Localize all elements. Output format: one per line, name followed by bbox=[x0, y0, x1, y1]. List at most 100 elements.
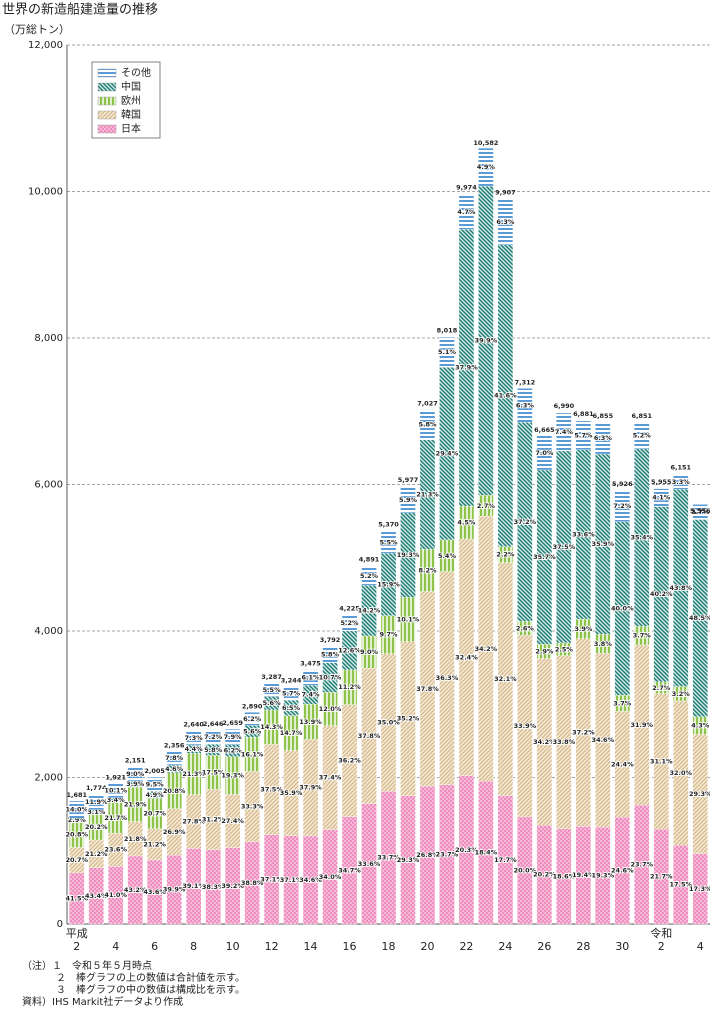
total-label: 2,640 bbox=[183, 721, 204, 729]
total-label: 6,665 bbox=[534, 426, 555, 434]
legend-label: 日本 bbox=[121, 122, 141, 135]
segment-label: 31.9% bbox=[631, 721, 654, 729]
total-label: 9,974 bbox=[456, 183, 477, 191]
segment-label: 38.8% bbox=[241, 879, 264, 887]
segment-label: 37.8% bbox=[358, 732, 381, 740]
total-label: 6,881 bbox=[573, 410, 594, 418]
x-tick-label: 16 bbox=[343, 940, 357, 953]
bar-segment bbox=[166, 751, 182, 766]
legend-label: 中国 bbox=[121, 80, 141, 93]
bar-segment bbox=[341, 614, 358, 632]
y-axis-label: （万総トン） bbox=[4, 22, 70, 36]
legend-swatch bbox=[97, 124, 117, 134]
segment-label: 3.9% bbox=[126, 780, 145, 788]
segment-label: 32.4% bbox=[455, 653, 478, 661]
segment-label: 43.6% bbox=[143, 888, 166, 896]
segment-label: 5.8% bbox=[204, 746, 223, 754]
segment-label: 7.4% bbox=[555, 428, 574, 436]
bar-segment bbox=[244, 712, 260, 726]
note: ２ 棒グラフの上の数値は合計値を示す。 bbox=[56, 971, 245, 984]
bar-segment bbox=[458, 194, 475, 230]
segment-label: 40.0% bbox=[611, 604, 634, 612]
segment-label: 7.3% bbox=[185, 734, 204, 742]
segment-label: 26.8% bbox=[416, 851, 439, 859]
segment-label: 6.3% bbox=[496, 218, 515, 226]
segment-label: 23.7% bbox=[631, 861, 654, 869]
segment-label: 12.6% bbox=[338, 646, 361, 654]
total-label: 1,681 bbox=[66, 791, 87, 799]
total-label: 2,646 bbox=[203, 720, 224, 728]
segment-label: 37.1% bbox=[260, 875, 283, 883]
total-label: 6,851 bbox=[632, 412, 653, 420]
segment-label: 10.7% bbox=[319, 673, 342, 681]
bar-segment bbox=[478, 147, 494, 187]
total-label: 7,027 bbox=[417, 399, 438, 407]
segment-label: 33.6% bbox=[572, 530, 595, 538]
segment-label: 20.7% bbox=[143, 810, 166, 818]
segment-label: 37.5% bbox=[260, 786, 283, 794]
legend-label: 韓国 bbox=[121, 109, 141, 121]
chart-title: 世界の新造船建造量の推移 bbox=[2, 2, 158, 18]
x-tick-label: 26 bbox=[537, 940, 551, 953]
segment-label: 2.2% bbox=[496, 551, 515, 559]
bar-segment bbox=[673, 474, 689, 490]
segment-label: 32.0% bbox=[669, 769, 692, 777]
segment-label: 4.6% bbox=[165, 765, 184, 773]
segment-label: 37.2% bbox=[514, 518, 537, 526]
segment-label: 31.2% bbox=[202, 816, 225, 824]
segment-label: 5.6% bbox=[243, 727, 262, 735]
x-tick-label: 14 bbox=[304, 940, 318, 953]
x-tick-label: 6 bbox=[151, 940, 158, 953]
x-tick-label: 12 bbox=[265, 940, 279, 953]
bar-segment bbox=[302, 669, 319, 686]
segment-label: 21.2% bbox=[85, 850, 108, 858]
legend-swatch bbox=[97, 110, 117, 120]
segment-label: 8.2% bbox=[418, 566, 437, 574]
note: （注）１ 令和５年５月時点 bbox=[22, 959, 152, 972]
bar-segment bbox=[517, 388, 533, 423]
segment-label: 5.5% bbox=[263, 686, 282, 694]
total-label: 2,005 bbox=[144, 767, 165, 775]
x-tick-label: 4 bbox=[112, 940, 119, 953]
total-label: 7,312 bbox=[515, 378, 536, 386]
segment-label: 33.8% bbox=[553, 738, 576, 746]
segment-label: 3.4% bbox=[107, 796, 126, 804]
segment-label: 43.4% bbox=[85, 892, 108, 900]
segment-label: 37.9% bbox=[299, 784, 322, 792]
segment-label: 9.5% bbox=[146, 780, 165, 788]
total-label: 2,151 bbox=[125, 756, 146, 764]
segment-label: 36.2% bbox=[338, 757, 361, 765]
bar-segment bbox=[186, 730, 202, 746]
segment-label: 18.4% bbox=[475, 849, 498, 857]
total-label: 5,926 bbox=[612, 480, 633, 488]
bar-segment bbox=[147, 777, 163, 792]
segment-label: 35.2% bbox=[397, 715, 420, 723]
segment-label: 39.9% bbox=[163, 886, 186, 894]
segment-label: 5.7% bbox=[574, 431, 593, 439]
x-tick-label: 10 bbox=[226, 940, 240, 953]
segment-label: 19.4% bbox=[572, 871, 595, 879]
x-tick-label: 22 bbox=[459, 940, 473, 953]
segment-label: 16.1% bbox=[241, 750, 264, 758]
legend-swatch bbox=[97, 82, 117, 92]
segment-label: 21.2% bbox=[143, 840, 166, 848]
segment-label: 33.7% bbox=[377, 854, 400, 862]
segment-label: 20.2% bbox=[533, 871, 556, 879]
segment-label: 4.1% bbox=[652, 494, 671, 502]
legend-label: その他 bbox=[121, 66, 151, 79]
segment-label: 37.2% bbox=[572, 728, 595, 736]
total-label: 3,244 bbox=[281, 676, 302, 684]
bar-segment bbox=[692, 504, 708, 520]
era-label: 平成 bbox=[66, 927, 88, 940]
segment-label: 5.7% bbox=[282, 689, 301, 697]
segment-label: 37.9% bbox=[455, 364, 478, 372]
legend-swatch bbox=[97, 68, 117, 78]
segment-label: 27.4% bbox=[221, 817, 244, 825]
segment-label: 34.7% bbox=[338, 866, 361, 874]
segment-label: 24.6% bbox=[611, 867, 634, 875]
segment-label: 4.5% bbox=[457, 519, 476, 527]
segment-label: 10.1% bbox=[397, 615, 420, 623]
segment-label: 43.2% bbox=[124, 886, 147, 894]
total-label: 5,556 bbox=[690, 507, 710, 515]
